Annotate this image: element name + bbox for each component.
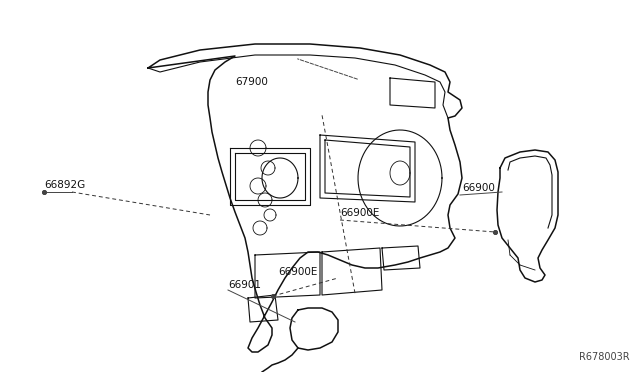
Text: R678003R: R678003R [579,352,630,362]
Text: 67900: 67900 [235,77,268,87]
Text: 66900E: 66900E [340,208,380,218]
Text: 66900E: 66900E [278,267,317,277]
Text: 66900: 66900 [462,183,495,193]
Text: 66901: 66901 [228,280,261,290]
Text: 66892G: 66892G [44,180,85,190]
